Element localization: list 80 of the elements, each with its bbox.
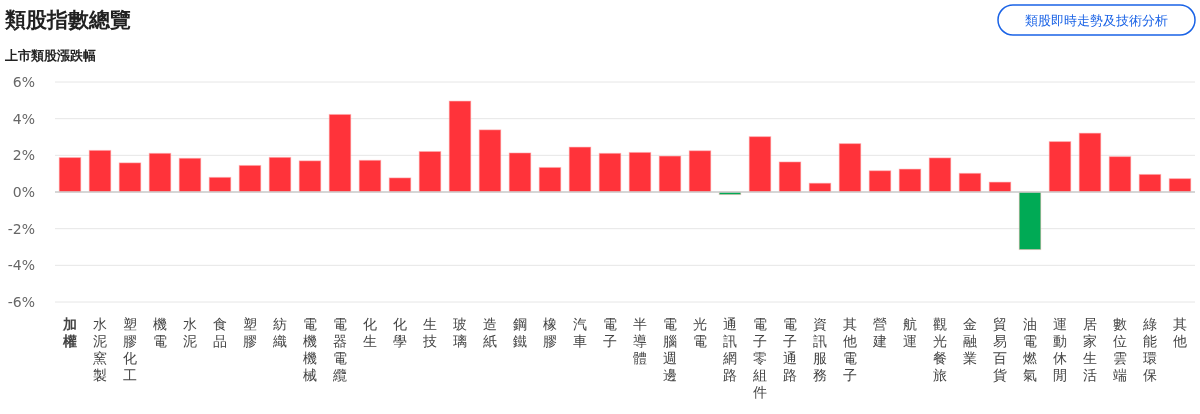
x-tick-label: 其他 (1173, 316, 1187, 349)
x-tick-label: 油電燃氣 (1023, 316, 1037, 383)
x-tick-label: 綠能環保 (1142, 316, 1157, 383)
x-tick-label: 造紙 (483, 316, 497, 349)
bar (928, 157, 952, 193)
chart-title: 類股指數總覽 (4, 8, 131, 32)
x-tick-label: 金融業 (963, 316, 977, 366)
x-tick-label: 機電 (153, 316, 167, 349)
bar (568, 146, 592, 193)
y-tick-label: 4% (12, 110, 35, 127)
x-tick-label: 水泥窯製 (93, 316, 107, 383)
x-tick-label: 電腦週邊 (663, 316, 677, 383)
x-tick-label: 加權 (62, 316, 77, 349)
bar (418, 150, 442, 193)
x-tick-label: 電子 (603, 316, 617, 349)
x-tick-label: 運動休閒 (1053, 316, 1067, 383)
bar (838, 143, 862, 193)
button: 類股即時走勢及技術分析 (997, 4, 1196, 36)
y-tick-label: 0% (12, 184, 35, 200)
x-tick-label: 航運 (903, 316, 917, 349)
x-tick-label: 貿易百貨 (993, 316, 1007, 383)
y-tick-label: 2% (12, 147, 35, 164)
bar (538, 166, 562, 193)
x-tick-label: 塑膠化工 (123, 316, 137, 383)
bar (598, 152, 622, 193)
x-tick-label: 電子零組件 (752, 316, 767, 400)
bar (148, 152, 172, 193)
x-tick-label: 半導體 (633, 316, 647, 366)
x-tick-label: 化生 (363, 316, 377, 349)
x-tick-label: 營建 (872, 316, 887, 349)
bar (688, 150, 712, 193)
bar (268, 156, 292, 193)
bar (358, 159, 382, 193)
bar (298, 160, 322, 193)
bar (1078, 132, 1102, 193)
bar (778, 161, 802, 193)
bar (1048, 141, 1072, 193)
bar (1018, 191, 1042, 251)
x-tick-label: 數位雲端 (1113, 316, 1127, 383)
x-tick-label: 紡織 (272, 316, 287, 349)
x-tick-label: 化學 (393, 316, 407, 349)
y-tick-label: 6% (12, 74, 35, 90)
x-tick-label: 塑膠 (243, 316, 257, 349)
x-tick-label: 生技 (422, 316, 437, 349)
bar (238, 164, 262, 193)
x-tick-label: 玻璃 (453, 316, 467, 349)
bar (478, 129, 502, 193)
bar (898, 168, 922, 193)
x-tick-label: 鋼鐵 (513, 316, 527, 349)
x-tick-label: 觀光餐旅 (933, 316, 947, 383)
bar (118, 162, 142, 193)
bar (88, 149, 112, 193)
bar (988, 181, 1012, 193)
bar (628, 151, 652, 193)
y-tick-label: -4% (7, 257, 35, 274)
x-tick-label: 電機機械 (303, 316, 317, 383)
x-tick-label: 通訊網路 (722, 316, 737, 383)
bar (508, 152, 532, 193)
x-tick-label: 水泥 (183, 316, 197, 349)
bar (748, 136, 772, 193)
bar (868, 170, 892, 193)
y-tick-label: -2% (7, 220, 35, 237)
bar (58, 157, 82, 193)
x-tick-label: 汽車 (573, 316, 587, 349)
bar (178, 157, 202, 193)
bar (328, 113, 352, 193)
chart-subtitle: 上市類股漲跌幅 (4, 48, 96, 63)
x-tick-label: 資訊服務 (813, 316, 827, 383)
x-tick-label: 居家生活 (1083, 316, 1097, 383)
x-tick-label: 其他電子 (843, 316, 857, 383)
x-tick-label: 食品 (213, 316, 227, 349)
bar (658, 155, 682, 193)
x-tick-label: 橡膠 (543, 316, 557, 349)
y-tick-label: -6% (7, 294, 35, 310)
bar (448, 100, 472, 193)
x-tick-label: 光電 (693, 316, 707, 349)
x-tick-label: 電器電纜 (332, 316, 347, 383)
bar (388, 177, 412, 193)
x-tick-label: 電子通路 (783, 316, 797, 383)
bar (1108, 156, 1132, 193)
